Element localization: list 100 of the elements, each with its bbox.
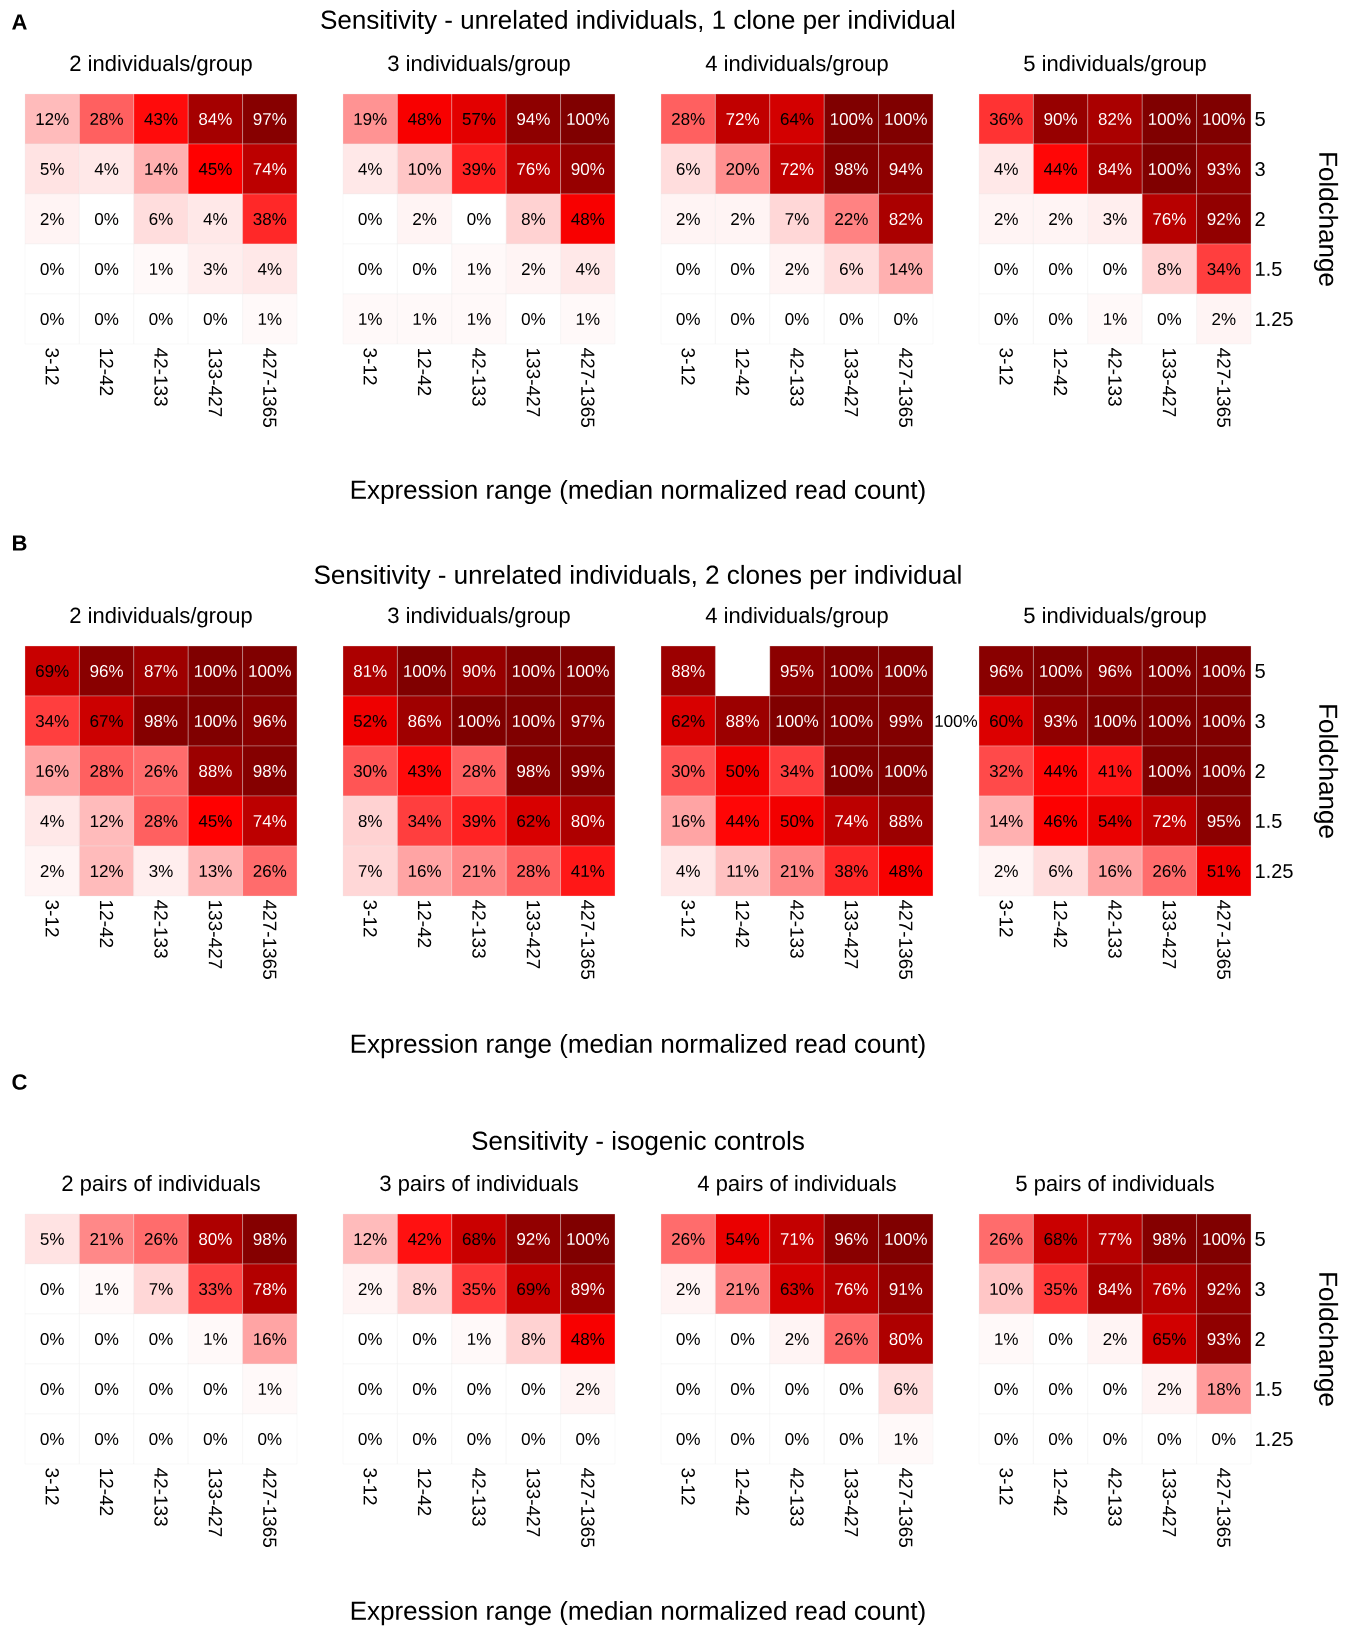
data-label: 1% bbox=[468, 1333, 491, 1345]
y-axis-title: Foldchange bbox=[1313, 153, 1339, 286]
data-label: 98% bbox=[253, 1233, 287, 1246]
data-label: 65% bbox=[1153, 1333, 1186, 1346]
y-tick-label: 1.25 bbox=[1256, 1431, 1293, 1447]
data-label: 35% bbox=[1044, 1283, 1078, 1296]
data-label: 19% bbox=[354, 112, 387, 126]
chart-title: 3 pairs of individuals bbox=[380, 1174, 578, 1196]
data-label: 1% bbox=[1104, 313, 1127, 325]
data-label: 6% bbox=[676, 162, 700, 176]
data-label: 12% bbox=[354, 1233, 387, 1245]
data-label: 100% bbox=[1203, 764, 1245, 778]
data-label: 1% bbox=[258, 1383, 282, 1395]
data-label: 68% bbox=[462, 1233, 496, 1246]
chart-title: 2 individuals/group bbox=[70, 54, 252, 76]
data-label: 100% bbox=[885, 112, 927, 126]
data-label: 0% bbox=[676, 1433, 700, 1446]
data-label: 100% bbox=[567, 112, 609, 126]
text: Sensitivity - unrelated individuals, 1 clone per individual bbox=[321, 9, 955, 35]
data-label: 43% bbox=[144, 112, 178, 126]
data-label: 50% bbox=[726, 764, 759, 778]
x-tick-label: 12-42 bbox=[99, 348, 114, 396]
x-tick-label: 133-427 bbox=[844, 348, 859, 417]
x-tick-label: 3-12 bbox=[363, 900, 377, 937]
data-label: 88% bbox=[671, 664, 705, 678]
data-label: 69% bbox=[517, 1283, 550, 1296]
x-tick-label: 12-42 bbox=[99, 900, 114, 948]
data-label: 28% bbox=[144, 814, 178, 828]
data-label: 3% bbox=[149, 865, 173, 878]
data-label: 12% bbox=[90, 865, 123, 877]
x-tick-label: 427-1365 bbox=[581, 1467, 595, 1548]
chart-title: 2 pairs of individuals bbox=[62, 1174, 260, 1196]
data-label: 41% bbox=[571, 865, 605, 877]
data-label: 0% bbox=[149, 1333, 173, 1346]
data-label: 100% bbox=[1040, 664, 1082, 678]
x-tick-label: 427-1365 bbox=[581, 347, 595, 428]
data-label: 69% bbox=[36, 664, 69, 678]
data-label: 48% bbox=[571, 1333, 605, 1346]
data-label: 93% bbox=[1207, 1333, 1241, 1346]
x-tick-label: 42-133 bbox=[154, 347, 168, 406]
data-label: 0% bbox=[1048, 1333, 1073, 1346]
data-label: 96% bbox=[990, 664, 1023, 678]
data-label: 0% bbox=[40, 1283, 64, 1296]
data-label: 2% bbox=[994, 865, 1018, 877]
data-label: 91% bbox=[889, 1283, 923, 1296]
data-label: 95% bbox=[1207, 814, 1241, 828]
x-tick-label: 42-133 bbox=[790, 347, 804, 406]
data-label: 100% bbox=[567, 1233, 609, 1246]
data-label: 100% bbox=[885, 664, 927, 678]
x-tick-label: 3-12 bbox=[999, 1468, 1013, 1505]
data-label: 0% bbox=[40, 1383, 64, 1396]
data-label: 36% bbox=[989, 112, 1023, 126]
x-tick-label: 133-427 bbox=[1162, 900, 1177, 969]
data-label: 4% bbox=[676, 865, 700, 877]
data-label: 100% bbox=[776, 714, 819, 728]
x-tick-label: 12-42 bbox=[1053, 900, 1068, 948]
data-label: 60% bbox=[990, 714, 1023, 728]
data-label: 72% bbox=[780, 163, 814, 175]
chart-title: 4 individuals/group bbox=[705, 606, 888, 628]
x-tick-label: 427-1365 bbox=[1217, 899, 1231, 980]
data-label: 93% bbox=[1207, 162, 1241, 176]
data-label: 34% bbox=[408, 814, 441, 828]
data-label: 0% bbox=[203, 1433, 228, 1446]
chart-title: 4 pairs of individuals bbox=[697, 1174, 896, 1196]
data-label: 2% bbox=[731, 213, 755, 225]
x-tick-label: 3-12 bbox=[363, 348, 377, 385]
data-label: 0% bbox=[676, 312, 700, 326]
data-label: 28% bbox=[462, 764, 496, 778]
x-tick-label: 427-1365 bbox=[1217, 1467, 1231, 1548]
data-label: 100% bbox=[830, 664, 873, 678]
data-label: 39% bbox=[462, 814, 496, 828]
data-label: 22% bbox=[835, 213, 868, 225]
data-label: 33% bbox=[199, 1283, 232, 1296]
data-label: 74% bbox=[253, 163, 287, 175]
data-label: 81% bbox=[353, 664, 387, 678]
text: 100% bbox=[935, 714, 978, 728]
chart-title: 5 pairs of individuals bbox=[1016, 1174, 1214, 1196]
data-label: 71% bbox=[780, 1233, 814, 1245]
data-label: 80% bbox=[889, 1333, 923, 1346]
x-tick-label: 42-133 bbox=[472, 1467, 486, 1526]
data-label: 34% bbox=[780, 764, 814, 778]
data-label: 2% bbox=[1049, 213, 1073, 225]
chart-title: 3 individuals/group bbox=[388, 606, 570, 628]
data-label: 0% bbox=[676, 1333, 700, 1346]
data-label: 100% bbox=[512, 664, 555, 678]
data-label: 0% bbox=[258, 1433, 282, 1446]
data-label: 0% bbox=[1048, 312, 1073, 326]
data-label: 44% bbox=[725, 815, 759, 827]
x-tick-label: 42-133 bbox=[1108, 347, 1122, 406]
x-tick-label: 12-42 bbox=[1053, 348, 1068, 396]
data-label: 48% bbox=[571, 212, 605, 226]
data-label: 38% bbox=[253, 212, 287, 226]
data-label: 14% bbox=[145, 163, 178, 175]
data-label: 100% bbox=[567, 664, 609, 678]
data-label: 84% bbox=[1098, 1283, 1132, 1296]
text: Sensitivity - isogenic controls bbox=[472, 1130, 804, 1156]
x-tick-label: 12-42 bbox=[735, 1469, 750, 1516]
data-label: 2% bbox=[358, 1283, 382, 1295]
data-label: 0% bbox=[785, 312, 809, 326]
data-label: 12% bbox=[90, 815, 123, 827]
